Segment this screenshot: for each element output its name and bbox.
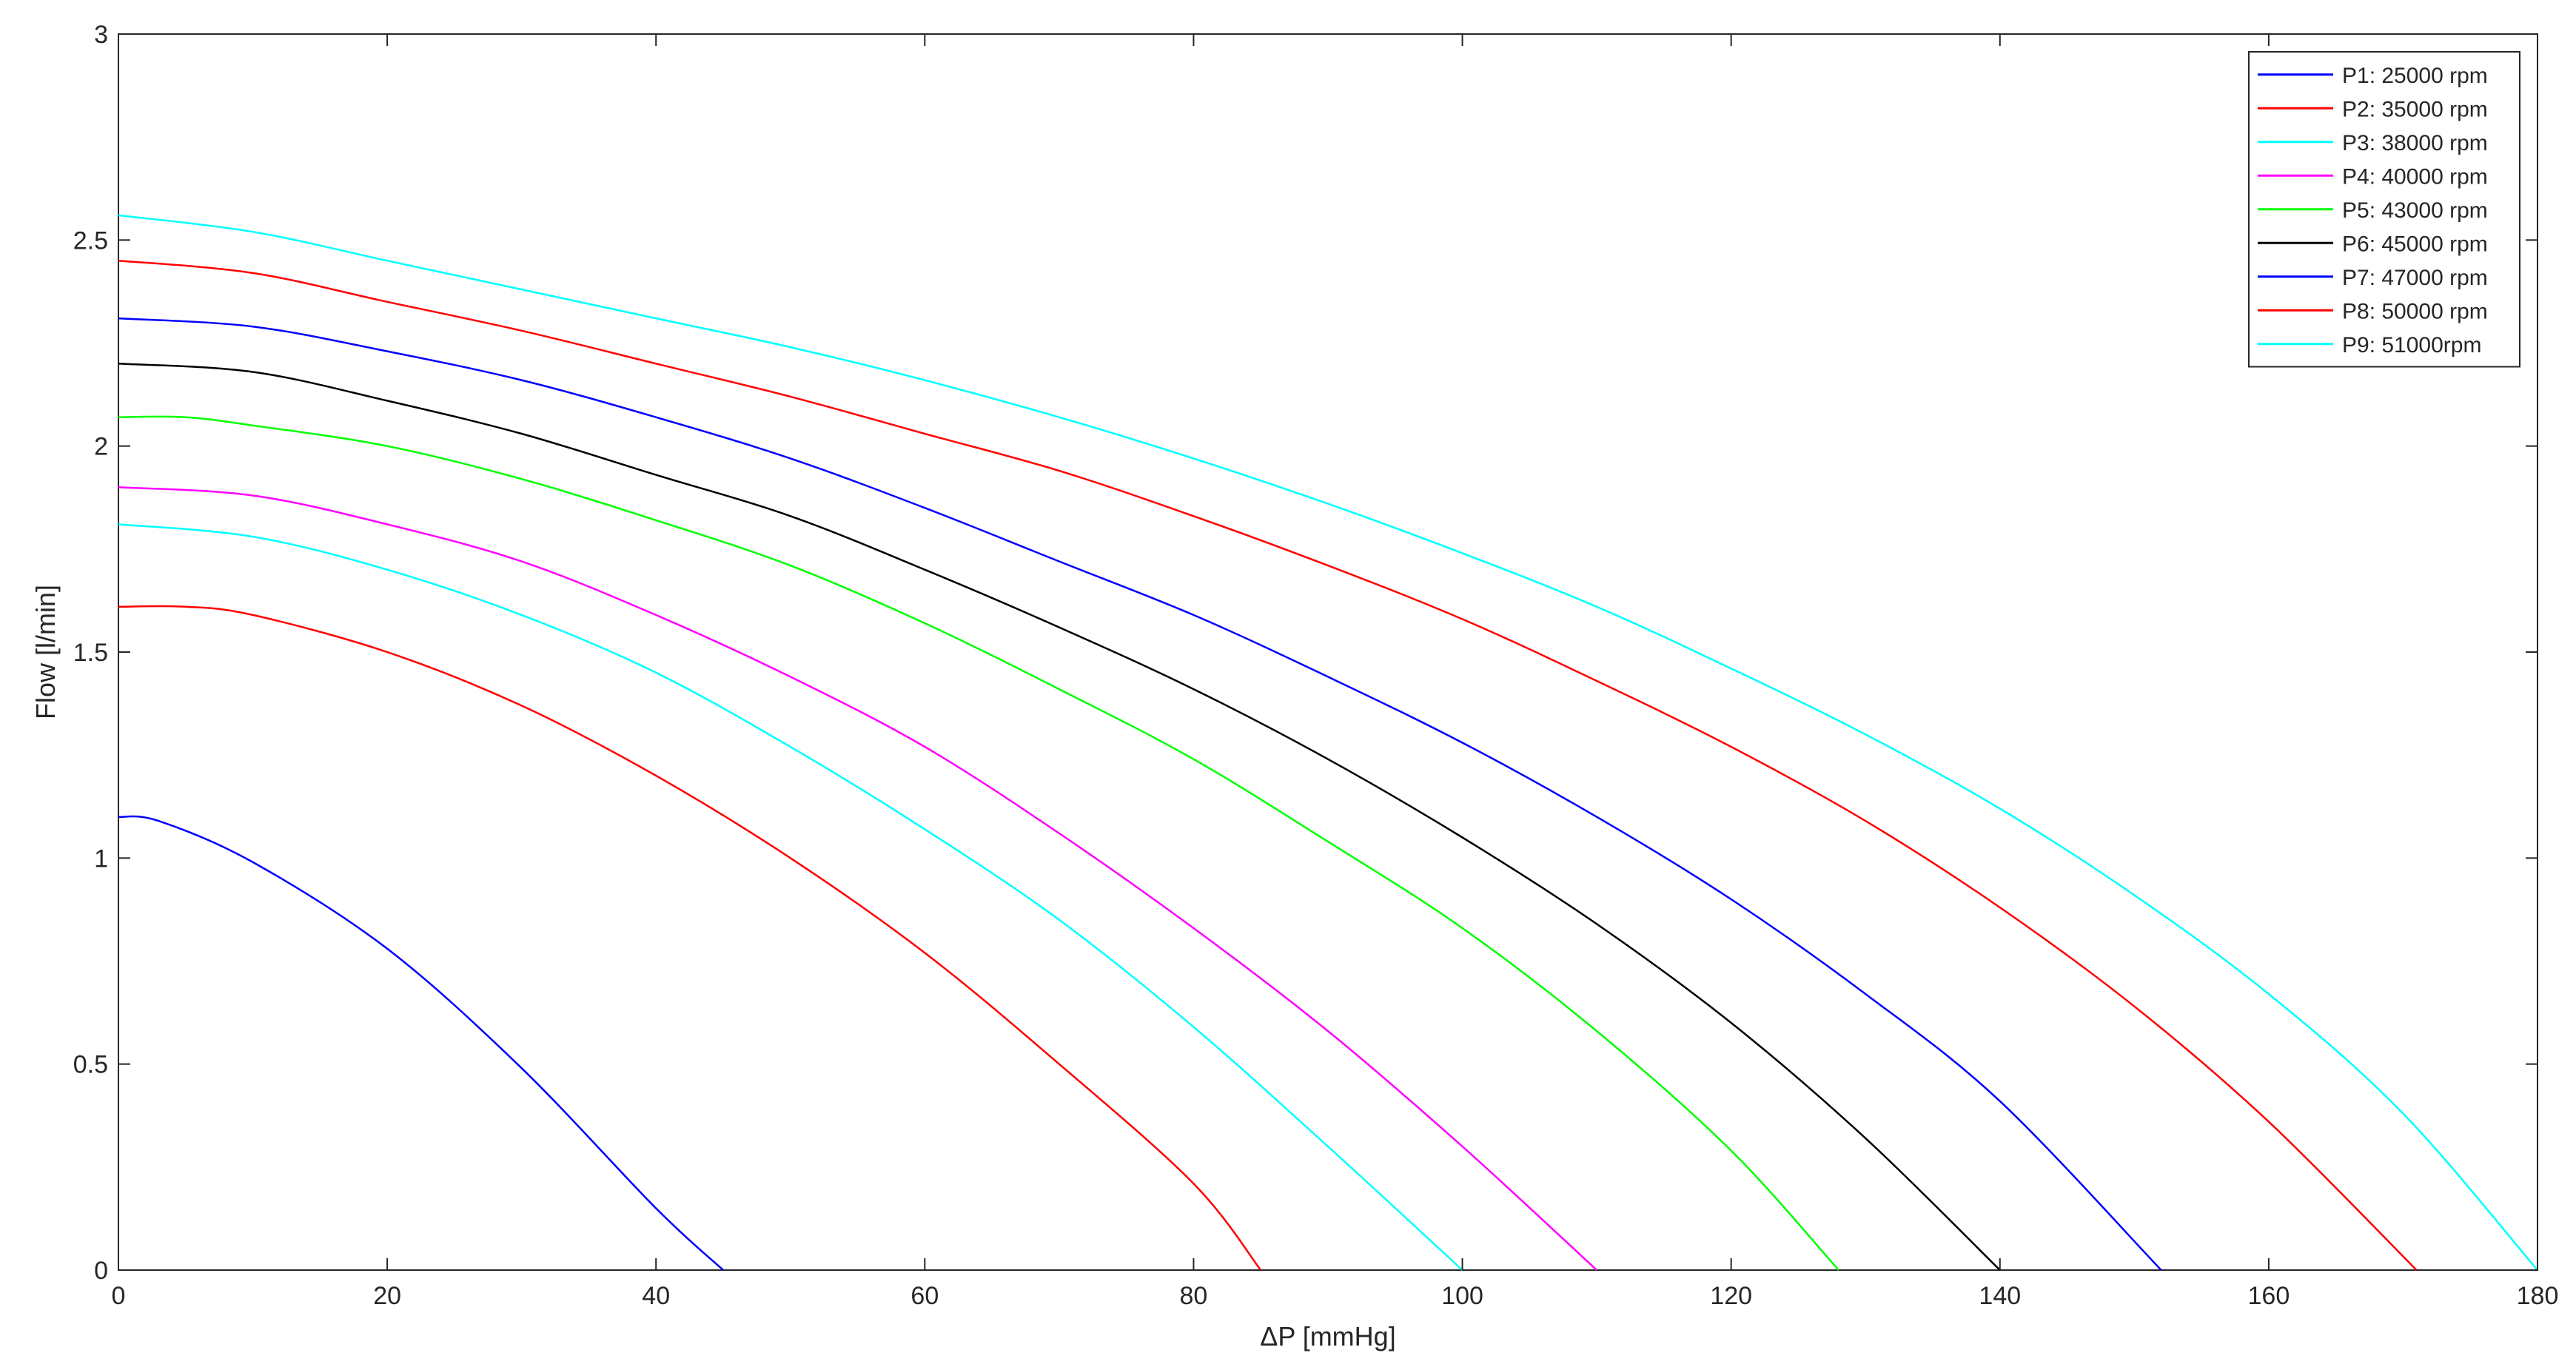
series-line-p6	[118, 363, 2001, 1271]
y-tick-label: 1.5	[73, 639, 108, 667]
legend-label-p2: P2: 35000 rpm	[2342, 97, 2488, 121]
legend-label-p4: P4: 40000 rpm	[2342, 164, 2488, 189]
legend-label-p7: P7: 47000 rpm	[2342, 266, 2488, 290]
y-tick-label: 0.5	[73, 1051, 108, 1079]
y-tick-label: 2	[94, 433, 108, 461]
legend-label-p8: P8: 50000 rpm	[2342, 299, 2488, 323]
plot-frame	[118, 33, 2538, 1271]
series-line-p7	[118, 317, 2162, 1271]
legend-label-p6: P6: 45000 rpm	[2342, 232, 2488, 256]
y-axis-label: Flow [l/min]	[30, 585, 61, 719]
x-tick-label: 180	[2517, 1282, 2559, 1310]
y-tick-label: 2.5	[73, 226, 108, 255]
series-layer	[118, 214, 2538, 1271]
x-tick-label: 0	[112, 1282, 126, 1310]
x-tick-label: 80	[1180, 1282, 1208, 1310]
series-line-p8	[118, 259, 2418, 1271]
series-line-p4	[118, 486, 1597, 1271]
series-line-p5	[118, 415, 1839, 1271]
x-tick-label: 140	[1979, 1282, 2021, 1310]
series-line-p3	[118, 523, 1463, 1271]
y-tick-label: 3	[94, 21, 108, 49]
x-tick-label: 160	[2248, 1282, 2290, 1310]
y-tick-label: 1	[94, 845, 108, 873]
x-tick-label: 60	[910, 1282, 939, 1310]
x-axis: 0 20 40 60 80 100 120 140 160 180	[112, 34, 2559, 1310]
legend-label-p5: P5: 43000 rpm	[2342, 198, 2488, 223]
legend-label-p1: P1: 25000 rpm	[2342, 64, 2488, 88]
legend-label-p9: P9: 51000rpm	[2342, 333, 2481, 357]
legend: P1: 25000 rpm P2: 35000 rpm P3: 38000 rpm P…	[2248, 51, 2520, 368]
y-tick-label: 0	[94, 1257, 108, 1285]
x-tick-label: 20	[373, 1282, 401, 1310]
series-line-p2	[118, 605, 1262, 1271]
x-tick-label: 100	[1441, 1282, 1483, 1310]
legend-label-p3: P3: 38000 rpm	[2342, 131, 2488, 155]
series-line-p9	[118, 214, 2538, 1271]
x-tick-label: 40	[642, 1282, 670, 1310]
x-tick-label: 120	[1710, 1282, 1752, 1310]
series-line-p1	[118, 815, 724, 1271]
x-axis-label: ΔP [mmHg]	[1260, 1321, 1395, 1351]
y-axis: 0 0.5 1 1.5 2 2.5 3	[73, 21, 2538, 1285]
plot-area	[118, 33, 2538, 1271]
